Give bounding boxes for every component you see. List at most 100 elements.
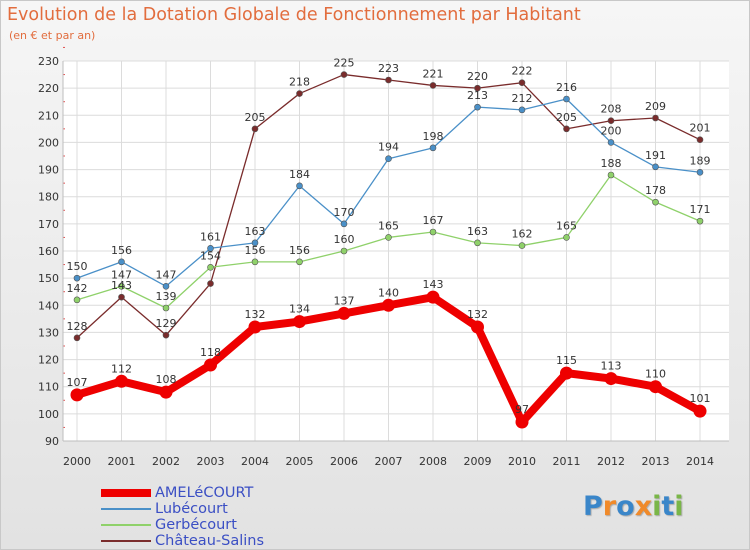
data-point-lubecourt [652,163,659,171]
data-point-lubecourt [340,220,348,228]
data-point-gerbecourt [73,296,81,304]
data-point-amelecourt [426,290,440,304]
data-point-amelecourt [337,306,351,320]
legend-swatch [101,508,151,510]
data-point-amelecourt [693,404,707,418]
y-tick-label: 180 [38,191,59,204]
data-label-chateau-salins: 205 [556,111,577,124]
data-point-gerbecourt [429,228,437,236]
legend-item: Château-Salins [101,533,361,549]
data-label-lubecourt: 213 [467,89,488,102]
data-point-amelecourt [115,374,128,388]
legend-label: Gerbécourt [155,517,237,533]
data-point-lubecourt [474,103,481,111]
data-label-chateau-salins: 218 [289,76,310,89]
data-point-chateau-salins [73,334,81,342]
data-point-chateau-salins [296,90,303,97]
data-label-gerbecourt: 165 [556,219,577,232]
y-tick-label: 210 [38,109,59,122]
x-tick-label: 2014 [686,455,714,468]
data-point-amelecourt [515,415,529,429]
data-point-amelecourt [159,385,173,399]
legend-swatch [101,540,151,542]
data-label-amelecourt: 132 [245,308,266,321]
legend-label: Château-Salins [155,533,265,549]
data-point-amelecourt [560,366,573,380]
data-point-lubecourt [563,95,570,103]
data-point-chateau-salins [162,331,170,339]
data-label-amelecourt: 143 [423,278,444,291]
data-label-amelecourt: 101 [690,392,711,405]
data-point-gerbecourt [118,282,125,290]
y-tick-label: 120 [38,354,59,367]
data-point-gerbecourt [518,242,526,249]
data-point-gerbecourt [251,258,259,266]
data-label-chateau-salins: 225 [334,57,355,70]
data-label-lubecourt: 170 [334,206,355,219]
data-label-chateau-salins: 201 [690,122,711,135]
y-tick-label: 100 [38,408,59,421]
data-point-gerbecourt [696,217,704,225]
data-label-gerbecourt: 142 [67,282,88,295]
data-point-lubecourt [162,282,170,290]
data-point-amelecourt [604,372,618,386]
data-label-amelecourt: 134 [289,303,310,316]
data-point-chateau-salins [207,280,214,287]
data-point-gerbecourt [340,247,348,255]
legend-label: AMELéCOURT [155,485,254,501]
data-point-lubecourt [118,258,125,266]
data-point-amelecourt [649,380,662,394]
data-label-lubecourt: 189 [690,154,711,167]
data-label-chateau-salins: 143 [111,279,132,292]
data-label-amelecourt: 110 [645,368,666,381]
data-point-chateau-salins [607,117,615,125]
y-tick-label: 140 [38,299,59,312]
data-point-chateau-salins [118,293,125,301]
x-tick-label: 2008 [419,455,447,468]
data-point-chateau-salins [474,84,481,92]
legend-label: Lubécourt [155,501,228,517]
legend-item: Lubécourt [101,501,361,517]
data-point-gerbecourt [474,239,481,247]
data-point-lubecourt [518,106,526,114]
data-label-amelecourt: 97 [515,403,529,416]
legend-swatch [101,489,151,497]
x-tick-label: 2001 [108,455,136,468]
legend-item: Gerbécourt [101,517,361,533]
data-point-amelecourt [293,315,306,329]
data-label-gerbecourt: 139 [156,290,177,303]
data-label-amelecourt: 113 [601,360,622,373]
data-label-amelecourt: 140 [378,286,399,299]
y-tick-label: 90 [45,435,59,448]
data-point-lubecourt [207,244,214,252]
data-point-lubecourt [73,274,81,282]
data-point-gerbecourt [207,263,214,271]
data-point-lubecourt [429,144,437,152]
logo-letter: P [583,491,603,522]
data-label-chateau-salins: 128 [67,320,88,333]
data-label-gerbecourt: 156 [289,244,310,257]
data-label-lubecourt: 194 [378,141,399,154]
chart-subtitle: (en € et par an) [9,29,96,42]
data-label-gerbecourt: 147 [111,268,132,281]
data-label-gerbecourt: 167 [423,214,444,227]
data-point-chateau-salins [429,82,437,89]
y-tick-label: 200 [38,136,59,149]
legend-swatch [101,524,151,526]
data-label-lubecourt: 191 [645,149,666,162]
data-point-gerbecourt [607,171,615,179]
data-point-gerbecourt [385,234,392,241]
data-label-gerbecourt: 163 [467,225,488,238]
data-point-chateau-salins [251,125,259,133]
data-point-chateau-salins [518,79,526,87]
data-point-chateau-salins [652,114,659,122]
data-label-amelecourt: 118 [200,346,221,359]
data-label-gerbecourt: 154 [200,249,221,262]
proxiti-logo: Proxiti [583,491,684,522]
x-tick-label: 2000 [63,455,91,468]
x-tick-label: 2013 [642,455,670,468]
data-label-gerbecourt: 188 [601,157,622,170]
data-point-lubecourt [385,155,392,163]
data-label-chateau-salins: 205 [245,111,266,124]
